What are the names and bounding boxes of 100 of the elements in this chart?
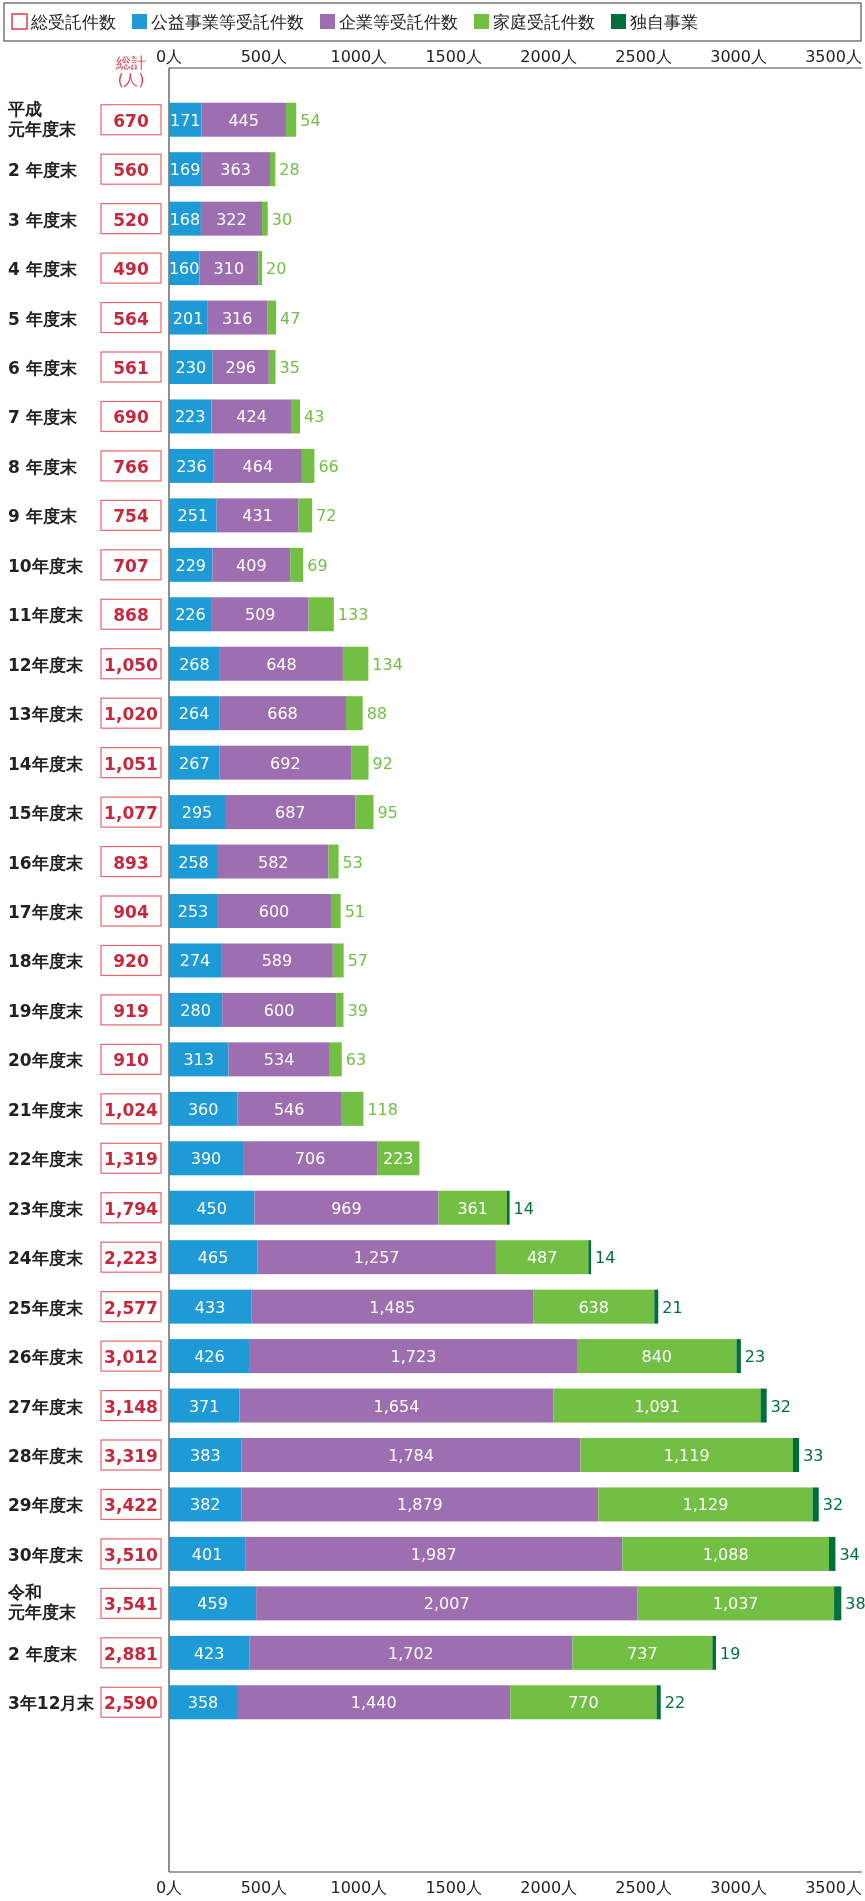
data-label: 445 [228,110,259,130]
data-label: 63 [345,1050,367,1070]
data-label: 268 [179,654,210,674]
total-label: 3,012 [104,1347,158,1368]
x-tick-label: 1000人 [330,47,388,66]
data-label: 383 [190,1446,221,1465]
bar [580,1438,793,1472]
bar [254,1190,439,1225]
data-label: 459 [197,1594,228,1614]
x2-tick-label: 2000人 [520,1878,578,1897]
bar [267,300,277,335]
y-tick-label: 13年度末 [8,704,84,725]
total-label: 1,794 [104,1198,159,1219]
bar [239,1388,554,1423]
bar [169,1438,242,1472]
y-tick-label: 11年度末 [8,605,84,626]
data-label: 39 [347,1000,368,1020]
x-tick-label: 500人 [240,47,288,66]
data-label: 1,987 [410,1544,457,1564]
data-label: 95 [377,803,398,823]
bar [308,597,334,632]
y-tick-label: 5 年度末 [8,308,78,329]
legend-label: 独自事業 [630,12,698,32]
bar [211,399,292,434]
total-label: 1,024 [104,1099,159,1120]
data-label: 692 [270,753,301,773]
bar [245,1536,623,1571]
data-label: 43 [304,407,325,427]
total-label: 754 [113,506,149,527]
legend-label: 家庭受託件数 [493,12,595,32]
data-label: 169 [169,160,201,180]
data-label: 253 [177,902,209,921]
y-tick-label: 15年度末 [8,803,84,824]
y-tick-label: 2 年度末 [8,160,78,181]
bar [243,1141,378,1176]
data-label: 465 [197,1248,229,1268]
y-tick-label: 18年度末 [8,951,84,972]
total-label: 766 [113,456,149,477]
y-tick-label: 30年度末 [8,1544,84,1565]
bar [290,547,304,582]
data-label: 34 [839,1544,860,1564]
data-label: 600 [258,902,290,921]
data-label: 92 [372,753,393,773]
data-label: 464 [242,456,274,476]
data-label: 1,091 [634,1396,680,1416]
bar [298,498,313,533]
data-label: 582 [257,852,289,872]
total-label: 3,510 [104,1544,159,1565]
y-tick-label: 29年度末 [8,1495,84,1516]
data-label: 38 [845,1594,865,1614]
y-tick-label: 17年度末 [8,902,84,922]
x2-tick-label: 3000人 [710,1878,767,1897]
bar [598,1487,813,1522]
bar [201,102,286,137]
data-label: 19 [720,1643,741,1663]
data-label: 401 [191,1544,223,1564]
data-label: 23 [744,1347,766,1367]
data-label: 409 [236,555,267,575]
y-tick-label: 3年12月末 [8,1693,96,1714]
data-label: 969 [331,1198,362,1218]
data-label: 236 [176,456,207,476]
bar [237,1091,342,1126]
total-label: 3,541 [104,1594,158,1615]
bar [637,1586,835,1621]
y-tick-label: 25年度末 [8,1297,84,1318]
x2-tick-label: 500人 [240,1878,288,1897]
x-tick-label: 3500人 [805,47,862,66]
data-label: 371 [188,1396,220,1416]
x-tick-label: 2500人 [615,47,673,66]
data-label: 2,007 [423,1594,470,1614]
data-label: 22 [664,1693,686,1713]
legend-label: 公益事業等受託件数 [151,12,304,32]
data-label: 433 [194,1297,226,1317]
total-label: 2,577 [104,1297,158,1318]
data-label: 258 [178,852,209,872]
data-label: 589 [261,951,293,971]
data-label: 1,784 [388,1446,434,1465]
total-label: 1,020 [104,704,159,725]
bar [249,1635,573,1670]
y-tick-label: 8 年度末 [8,456,78,477]
data-label: 534 [263,1050,295,1070]
y-tick-label: 20年度末 [8,1050,84,1071]
data-label: 88 [366,704,388,724]
data-label: 223 [382,1149,414,1169]
bar [510,1685,657,1720]
data-label: 1,037 [712,1594,759,1614]
data-label: 487 [526,1248,558,1268]
bar [495,1240,589,1275]
bar [712,1635,716,1670]
data-label: 426 [194,1347,225,1367]
y-tick-label: 2 年度末 [8,1643,78,1664]
data-label: 668 [267,704,298,724]
total-label: 560 [113,160,149,181]
data-label: 32 [770,1396,792,1416]
bar [553,1388,761,1423]
data-label: 648 [266,654,297,674]
y-tick-label: 9 年度末 [8,506,78,527]
data-label: 363 [220,160,251,180]
bar [216,498,299,533]
data-label: 28 [279,160,300,180]
